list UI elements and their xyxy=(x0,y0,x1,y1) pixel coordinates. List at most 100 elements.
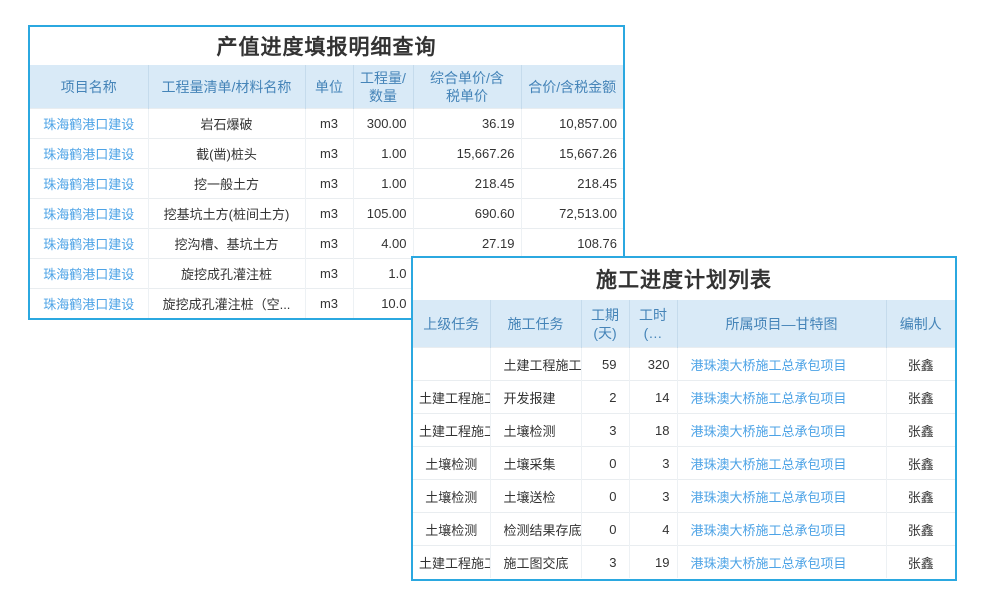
project-name-cell: 珠海鹤港口建设 xyxy=(30,108,149,139)
construction-task-cell: 土建工程施工 xyxy=(490,347,582,381)
column-header: 工期 (天) xyxy=(581,300,630,348)
column-header: 施工任务 xyxy=(490,300,582,348)
gantt-project-link[interactable]: 港珠澳大桥施工总承包项目 xyxy=(690,555,847,571)
project-name-link[interactable]: 珠海鹤港口建设 xyxy=(43,117,135,132)
unit-cell: m3 xyxy=(305,198,354,229)
work-hours-cell: 18 xyxy=(629,413,678,447)
duration-days-cell: 59 xyxy=(581,347,630,381)
construction-task-cell: 开发报建 xyxy=(490,380,582,414)
parent-task-cell: 土壤检测 xyxy=(413,446,491,480)
material-name-cell: 岩石爆破 xyxy=(148,108,306,139)
table-row: 珠海鹤港口建设 挖沟槽、基坑土方 m3 4.00 27.19 108.76 xyxy=(30,228,623,259)
construction-task-cell: 土壤送检 xyxy=(490,479,582,513)
work-hours-cell: 4 xyxy=(629,512,678,546)
project-name-cell: 珠海鹤港口建设 xyxy=(30,168,149,199)
project-name-link[interactable]: 珠海鹤港口建设 xyxy=(43,297,135,312)
author-cell: 张鑫 xyxy=(886,380,955,414)
gantt-project-link[interactable]: 港珠澳大桥施工总承包项目 xyxy=(690,423,847,439)
column-header: 项目名称 xyxy=(30,65,149,109)
duration-days-cell: 2 xyxy=(581,380,630,414)
project-name-link[interactable]: 珠海鹤港口建设 xyxy=(43,237,135,252)
work-hours-cell: 320 xyxy=(629,347,678,381)
table-header-row: 上级任务 施工任务 工期 (天) 工时 (… 所属项目—甘特图 编制人 xyxy=(413,300,955,348)
gantt-project-link[interactable]: 港珠澳大桥施工总承包项目 xyxy=(690,489,847,505)
quantity-cell: 300.00 xyxy=(353,108,414,139)
quantity-cell: 1.00 xyxy=(353,168,414,199)
project-name-link[interactable]: 珠海鹤港口建设 xyxy=(43,267,135,282)
unit-cell: m3 xyxy=(305,138,354,169)
quantity-cell: 1.00 xyxy=(353,138,414,169)
gantt-project-link[interactable]: 港珠澳大桥施工总承包项目 xyxy=(690,390,847,406)
gantt-project-cell: 港珠澳大桥施工总承包项目 xyxy=(677,512,887,546)
project-name-link[interactable]: 珠海鹤港口建设 xyxy=(43,177,135,192)
column-header: 上级任务 xyxy=(413,300,491,348)
gantt-project-link[interactable]: 港珠澳大桥施工总承包项目 xyxy=(690,357,847,373)
parent-task-cell: 土建工程施工 xyxy=(413,380,491,414)
author-cell: 张鑫 xyxy=(886,512,955,546)
author-cell: 张鑫 xyxy=(886,446,955,480)
material-name-cell: 截(凿)桩头 xyxy=(148,138,306,169)
gantt-project-link[interactable]: 港珠澳大桥施工总承包项目 xyxy=(690,522,847,538)
gantt-project-cell: 港珠澳大桥施工总承包项目 xyxy=(677,413,887,447)
work-hours-cell: 3 xyxy=(629,446,678,480)
duration-days-cell: 3 xyxy=(581,413,630,447)
duration-days-cell: 0 xyxy=(581,512,630,546)
material-name-cell: 挖一般土方 xyxy=(148,168,306,199)
work-hours-cell: 14 xyxy=(629,380,678,414)
quantity-cell: 105.00 xyxy=(353,198,414,229)
gantt-project-cell: 港珠澳大桥施工总承包项目 xyxy=(677,545,887,578)
project-name-cell: 珠海鹤港口建设 xyxy=(30,228,149,259)
output-value-detail-table: 项目名称 工程量清单/材料名称 单位 工程量/ 数量 综合单价/含 税单价 合价/含税金额… xyxy=(30,65,623,318)
project-name-link[interactable]: 珠海鹤港口建设 xyxy=(43,207,135,222)
column-header: 合价/含税金额 xyxy=(521,65,623,109)
project-name-cell: 珠海鹤港口建设 xyxy=(30,198,149,229)
quantity-cell: 1.0 xyxy=(353,258,414,289)
material-name-cell: 挖基坑土方(桩间土方) xyxy=(148,198,306,229)
table-row: 土建工程施工 施工图交底 3 19 港珠澳大桥施工总承包项目 张鑫 xyxy=(413,545,955,578)
work-hours-cell: 3 xyxy=(629,479,678,513)
column-header: 工程量/ 数量 xyxy=(353,65,414,109)
duration-days-cell: 0 xyxy=(581,446,630,480)
construction-task-cell: 检测结果存底 xyxy=(490,512,582,546)
table-row: 土壤检测 检测结果存底 0 4 港珠澳大桥施工总承包项目 张鑫 xyxy=(413,512,955,546)
table-row: 土建工程施工 开发报建 2 14 港珠澳大桥施工总承包项目 张鑫 xyxy=(413,380,955,414)
construction-task-cell: 施工图交底 xyxy=(490,545,582,578)
parent-task-cell: 土建工程施工 xyxy=(413,413,491,447)
author-cell: 张鑫 xyxy=(886,347,955,381)
quantity-cell: 4.00 xyxy=(353,228,414,259)
unit-cell: m3 xyxy=(305,168,354,199)
column-header: 编制人 xyxy=(886,300,955,348)
author-cell: 张鑫 xyxy=(886,545,955,578)
page-title: 产值进度填报明细查询 xyxy=(216,36,437,59)
table-row: 珠海鹤港口建设 岩石爆破 m3 300.00 36.19 10,857.00 xyxy=(30,108,623,139)
construction-plan-table: 上级任务 施工任务 工期 (天) 工时 (… 所属项目—甘特图 编制人 土建工程施工 59 3… xyxy=(413,300,955,578)
project-name-cell: 珠海鹤港口建设 xyxy=(30,288,149,318)
author-cell: 张鑫 xyxy=(886,413,955,447)
unit-cell: m3 xyxy=(305,258,354,289)
page-title: 施工进度计划列表 xyxy=(596,269,772,292)
table-row: 土建工程施工 59 320 港珠澳大桥施工总承包项目 张鑫 xyxy=(413,347,955,381)
table-row: 土建工程施工 土壤检测 3 18 港珠澳大桥施工总承包项目 张鑫 xyxy=(413,413,955,447)
gantt-project-link[interactable]: 港珠澳大桥施工总承包项目 xyxy=(690,456,847,472)
unit-cell: m3 xyxy=(305,288,354,318)
material-name-cell: 旋挖成孔灌注桩（空... xyxy=(148,288,306,318)
amount-cell: 15,667.26 xyxy=(521,138,623,169)
output-value-progress-detail-table-card: 产值进度填报明细查询 项目名称 工程量清单/材料名称 单位 工程量/ 数量 综合单价/含… xyxy=(28,25,625,320)
parent-task-cell: 土壤检测 xyxy=(413,479,491,513)
quantity-cell: 10.0 xyxy=(353,288,414,318)
duration-days-cell: 0 xyxy=(581,479,630,513)
author-cell: 张鑫 xyxy=(886,479,955,513)
amount-cell: 218.45 xyxy=(521,168,623,199)
parent-task-cell xyxy=(413,347,491,381)
table-header-row: 项目名称 工程量清单/材料名称 单位 工程量/ 数量 综合单价/含 税单价 合价/含税金额 xyxy=(30,65,623,109)
construction-task-cell: 土壤采集 xyxy=(490,446,582,480)
table-row: 珠海鹤港口建设 截(凿)桩头 m3 1.00 15,667.26 15,667.26 xyxy=(30,138,623,169)
parent-task-cell: 土建工程施工 xyxy=(413,545,491,578)
unit-price-cell: 15,667.26 xyxy=(413,138,522,169)
table-row: 珠海鹤港口建设 旋挖成孔灌注桩 m3 1.0 xyxy=(30,258,623,289)
project-name-link[interactable]: 珠海鹤港口建设 xyxy=(43,147,135,162)
gantt-project-cell: 港珠澳大桥施工总承包项目 xyxy=(677,479,887,513)
amount-cell: 108.76 xyxy=(521,228,623,259)
column-header: 综合单价/含 税单价 xyxy=(413,65,522,109)
gantt-project-cell: 港珠澳大桥施工总承包项目 xyxy=(677,380,887,414)
